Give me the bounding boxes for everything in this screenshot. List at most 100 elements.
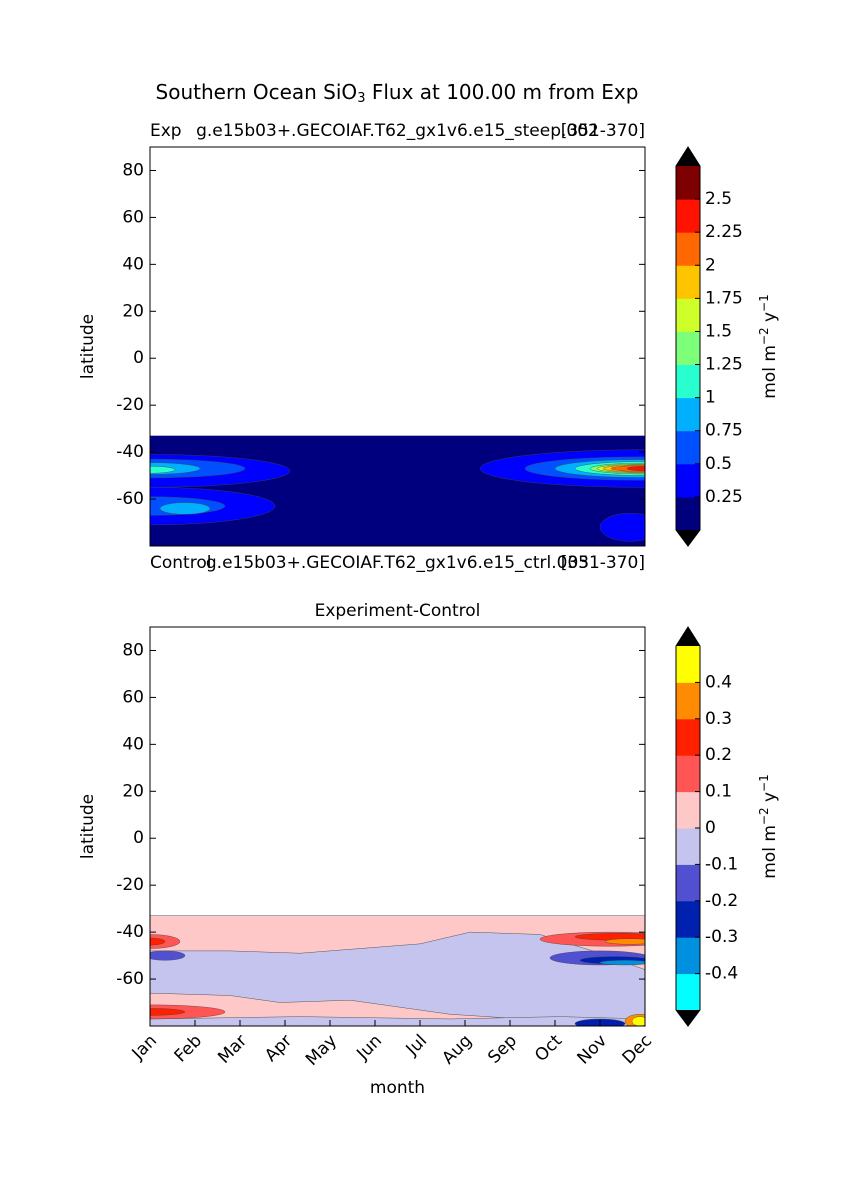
y-tick-label: -20 xyxy=(116,395,144,415)
colorbar-bin xyxy=(676,364,700,399)
contour-region xyxy=(150,931,645,1022)
contour-region xyxy=(599,960,645,966)
colorbar-tick-label: 0.1 xyxy=(705,782,732,802)
colorbar-extend-max xyxy=(676,627,700,646)
right-title: [351-370] xyxy=(561,553,645,573)
colorbar-label-part: −1 xyxy=(757,294,771,312)
colorbar-extend-min xyxy=(676,530,700,546)
colorbar-bin xyxy=(676,430,700,465)
contour-region xyxy=(604,938,645,945)
y-tick-label: 0 xyxy=(133,348,144,368)
y-tick-label: -60 xyxy=(116,969,144,989)
colorbar-tick-label: 2 xyxy=(705,255,716,275)
y-tick-label: 40 xyxy=(122,734,144,754)
colorbar-tick-label: -0.1 xyxy=(705,854,738,874)
colorbar-bin xyxy=(676,791,700,829)
panel-title: g.e15b03+.GECOIAF.T62_gx1v6.e15_steep.00… xyxy=(196,121,599,141)
y-tick-label: -40 xyxy=(116,442,144,462)
colorbar-tick-label: -0.3 xyxy=(705,927,738,947)
colorbar-label-part: −1 xyxy=(757,774,771,792)
right-title: [351-370] xyxy=(561,121,645,141)
contour-region xyxy=(159,502,211,515)
x-tick-label: Apr xyxy=(261,1031,296,1066)
colorbar-bin xyxy=(676,864,700,902)
contour-region xyxy=(626,466,645,472)
panel-title: g.e15b03+.GECOIAF.T62_gx1v6.e15_ctrl.003 xyxy=(206,553,589,573)
colorbar-bin xyxy=(676,937,700,975)
x-tick-label: Dec xyxy=(619,1031,656,1068)
colorbar-tick-label: 0.25 xyxy=(705,487,743,507)
x-tick-label: Aug xyxy=(438,1031,476,1069)
y-tick-label: 60 xyxy=(122,687,144,707)
colorbar-label-part: −2 xyxy=(757,807,771,825)
colorbar-bin xyxy=(676,463,700,498)
colorbar-bin xyxy=(676,199,700,233)
y-axis-label: latitude xyxy=(78,794,98,859)
colorbar-label-part: y xyxy=(760,792,780,807)
colorbar-tick-label: -0.2 xyxy=(705,891,738,911)
y-tick-label: 80 xyxy=(122,640,144,660)
title-text: Southern Ocean SiO xyxy=(156,80,358,104)
y-tick-label: -60 xyxy=(116,489,144,509)
y-tick-label: -40 xyxy=(116,922,144,942)
colorbar-bin xyxy=(676,397,700,432)
colorbar-tick-label: 1.75 xyxy=(705,288,743,308)
colorbar-bin xyxy=(676,682,700,720)
colorbar-bin xyxy=(676,755,700,793)
colorbar-tick-label: 0.75 xyxy=(705,421,743,441)
contour-region xyxy=(150,950,186,961)
x-tick-label: May xyxy=(302,1031,341,1070)
colorbar-tick-label: 2.5 xyxy=(705,189,732,209)
contour-region xyxy=(150,1004,226,1020)
colorbar-tick-label: 1.5 xyxy=(705,321,732,341)
contour-region xyxy=(150,1016,645,1026)
colorbar-bin xyxy=(676,265,700,299)
colorbar-tick-label: 1 xyxy=(705,388,716,408)
x-tick-label: Jun xyxy=(352,1031,386,1065)
title-subscript: 3 xyxy=(357,91,365,106)
colorbar-tick-label: 0 xyxy=(705,818,716,838)
colorbar-bin xyxy=(676,646,700,683)
colorbar-bin xyxy=(676,166,700,200)
y-tick-label: 0 xyxy=(133,828,144,848)
title-text: Flux at 100.00 m from Exp xyxy=(365,80,638,104)
x-tick-label: Sep xyxy=(484,1031,521,1068)
x-tick-label: Jan xyxy=(128,1031,161,1064)
colorbar-tick-label: -0.4 xyxy=(705,964,738,984)
x-tick-label: Nov xyxy=(573,1031,611,1069)
colorbar-bin xyxy=(676,232,700,266)
colorbar-tick-label: 1.25 xyxy=(705,355,743,375)
colorbar-label: mol m−2 y−1 xyxy=(757,774,781,879)
y-tick-label: 40 xyxy=(122,254,144,274)
y-tick-label: 20 xyxy=(122,781,144,801)
colorbar-bin xyxy=(676,973,700,1011)
left-title: Exp xyxy=(150,121,182,141)
panel-title: Experiment-Control xyxy=(315,601,481,621)
colorbar-bin xyxy=(676,331,700,366)
contour-region xyxy=(599,512,645,542)
colorbar-label-part: y xyxy=(760,312,780,327)
colorbar-tick-label: 0.4 xyxy=(705,672,732,692)
colorbar-frame xyxy=(675,146,701,547)
y-tick-label: 60 xyxy=(122,207,144,227)
axes-frame xyxy=(149,626,646,1027)
colorbar-bin xyxy=(676,828,700,865)
left-title: Control xyxy=(150,553,211,573)
figure-title: Southern Ocean SiO3 Flux at 100.00 m fro… xyxy=(156,80,639,106)
colorbar-tick-label: 2.25 xyxy=(705,222,743,242)
y-axis-label: latitude xyxy=(78,314,98,379)
colorbar-label-part: −2 xyxy=(757,327,771,345)
contour-field xyxy=(150,435,645,546)
colorbar-tick-label: 0.3 xyxy=(705,709,732,729)
colorbar-tick-label: 0.2 xyxy=(705,745,732,765)
y-tick-label: 80 xyxy=(122,160,144,180)
colorbar-bin xyxy=(676,496,700,531)
axes-frame xyxy=(149,146,646,547)
colorbar-label: mol m−2 y−1 xyxy=(757,294,781,399)
contour-region xyxy=(631,1016,645,1026)
x-axis-label: month xyxy=(370,1078,425,1098)
contour-region xyxy=(150,466,176,474)
y-tick-label: -20 xyxy=(116,875,144,895)
colorbar-frame xyxy=(675,626,701,1027)
